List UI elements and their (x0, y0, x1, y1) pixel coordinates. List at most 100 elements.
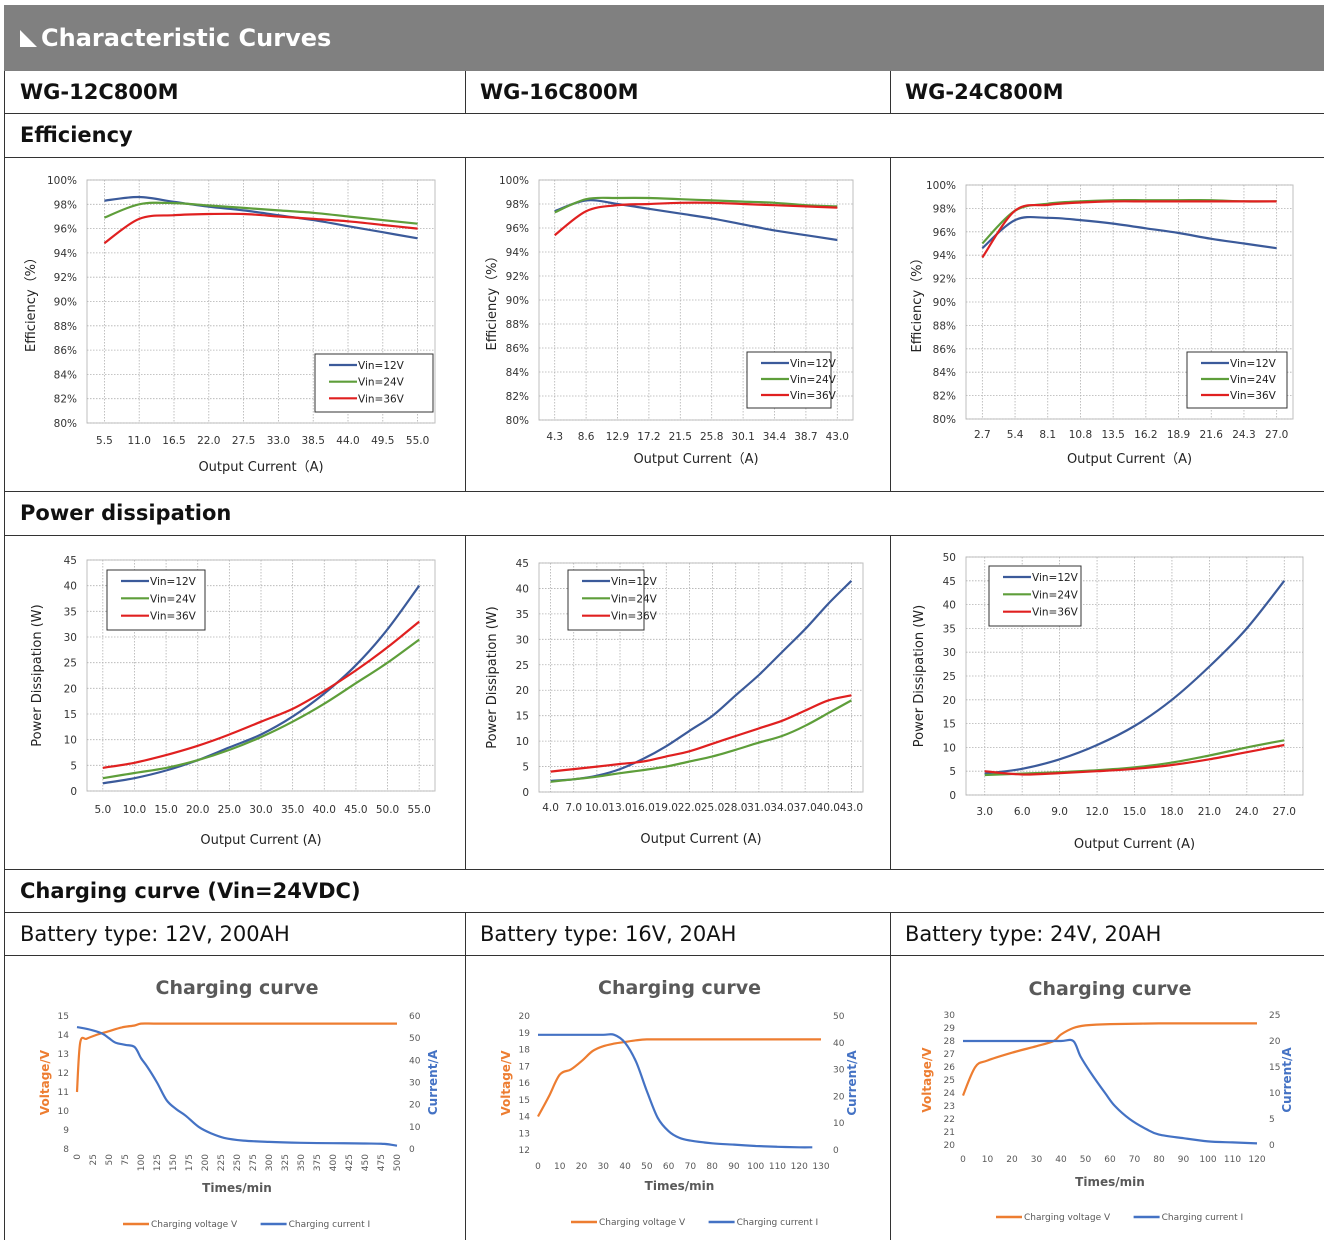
dissipation-title-row: Power dissipation (5, 492, 1324, 536)
x-tick-label: 70 (1129, 1155, 1141, 1165)
x-tick-label: 60 (663, 1162, 675, 1172)
x-tick-label: 6.0 (1014, 806, 1031, 818)
y2-tick-label: 20 (833, 1092, 845, 1102)
x-tick-label: 0 (960, 1155, 966, 1165)
x-axis-label: Times/min (1075, 1175, 1145, 1189)
y-tick-label: 92% (54, 272, 77, 284)
x-tick-label: 400 (329, 1154, 339, 1171)
y2-tick-label: 10 (1269, 1089, 1281, 1099)
chart-title: Charging curve (1029, 978, 1192, 1000)
legend-label: Charging voltage V (1024, 1213, 1111, 1223)
legend-label: Vin=36V (1230, 390, 1277, 402)
model-2: WG-16C800M (480, 80, 639, 104)
y-tick-label: 20 (943, 695, 956, 707)
x-tick-label: 55.0 (407, 804, 430, 816)
series-line-vin-24v (102, 638, 420, 780)
x-tick-label: 50.0 (376, 804, 399, 816)
legend-label: Vin=36V (358, 393, 405, 405)
y-tick-label: 14 (58, 1031, 70, 1041)
x-tick-label: 30 (598, 1162, 610, 1172)
y-tick-label: 15 (519, 1096, 530, 1106)
x-tick-label: 0 (73, 1154, 83, 1160)
y2-tick-label: 40 (833, 1039, 845, 1049)
x-tick-label: 18.0 (1160, 806, 1183, 818)
legend-label: Vin=36V (1032, 607, 1079, 619)
y-tick-label: 25 (944, 1076, 955, 1086)
y-tick-label: 80% (933, 414, 956, 426)
legend-box (106, 569, 206, 631)
x-tick-label: 250 (233, 1154, 243, 1171)
y2-tick-label: 30 (833, 1066, 845, 1076)
y-tick-label: 80% (54, 418, 77, 430)
x-tick-label: 8.6 (578, 431, 595, 443)
x-tick-label: 31.0 (747, 802, 770, 814)
y-tick-label: 5 (949, 766, 956, 778)
x-axis-label: Times/min (645, 1179, 715, 1193)
x-tick-label: 125 (153, 1154, 163, 1171)
y-tick-label: 8 (63, 1145, 69, 1155)
efficiency-chart-1: 80% 82% 84% 86% 88% 90% 92% 94% 96% 98% 100% 5.5 11.… (24, 175, 436, 475)
y-tick-label: 21 (944, 1128, 955, 1138)
x-tick-label: 90 (1178, 1155, 1190, 1165)
y-tick-label: 92% (506, 271, 529, 283)
charging-chart-2: Charging curve 12 13 14 15 16 17 18 19 20 0 10 20 30 4… (499, 977, 859, 1228)
series-line-vin-12v (102, 585, 421, 785)
y-tick-label: 96% (506, 223, 529, 235)
battery-type-2: Battery type: 16V, 20AH (480, 922, 737, 946)
legend-label: Vin=12V (358, 360, 405, 372)
x-tick-label: 25.0 (701, 802, 724, 814)
series-line-vin-12v (984, 580, 1286, 775)
x-tick-label: 80 (706, 1162, 718, 1172)
y2-tick-label: 0 (409, 1145, 415, 1155)
y2-tick-label: 50 (409, 1034, 421, 1044)
y-axis-label: Voltage/V (920, 1047, 934, 1113)
x-tick-label: 300 (265, 1154, 275, 1171)
y-tick-label: 11 (58, 1088, 69, 1098)
legend-label: Vin=12V (790, 358, 837, 370)
legend-label: Vin=12V (611, 576, 658, 588)
x-tick-label: 100 (747, 1162, 764, 1172)
y2-tick-label: 15 (1269, 1063, 1280, 1073)
series-line-voltage (961, 1022, 1257, 1097)
x-axis-label: Output Current（A) (1067, 452, 1192, 467)
x-tick-label: 3.0 (976, 806, 993, 818)
y-tick-label: 9 (63, 1126, 69, 1136)
legend-label: Charging voltage V (151, 1220, 238, 1230)
x-tick-label: 34.4 (763, 431, 787, 443)
x-tick-label: 21.0 (1198, 806, 1221, 818)
efficiency-charts-row: 80% 82% 84% 86% 88% 90% 92% 94% 96% 98% 100% 5.5 11.… (5, 158, 1324, 492)
y-tick-label: 12 (519, 1146, 530, 1156)
x-tick-label: 21.6 (1200, 429, 1224, 441)
y-tick-label: 98% (54, 199, 77, 211)
y-tick-label: 26 (944, 1063, 956, 1073)
x-tick-label: 500 (393, 1154, 403, 1171)
y2-tick-label: 20 (409, 1101, 421, 1111)
y-tick-label: 20 (944, 1141, 956, 1151)
legend-box (314, 353, 434, 413)
y-tick-label: 35 (943, 623, 956, 635)
x-tick-label: 425 (345, 1154, 355, 1171)
y-tick-label: 27 (944, 1050, 955, 1060)
x-tick-label: 70 (685, 1162, 697, 1172)
x-tick-label: 27.0 (1273, 806, 1296, 818)
x-axis-label: Output Current (A) (640, 832, 761, 847)
y-tick-label: 5 (70, 760, 77, 772)
page: Characteristic Curves WG-12C800M WG-16C8… (4, 5, 1324, 1240)
battery-type-row: Battery type: 12V, 200AH Battery type: 1… (5, 913, 1324, 956)
x-tick-label: 475 (377, 1154, 387, 1171)
efficiency-chart-2: 80% 82% 84% 86% 88% 90% 92% 94% 96% 98% 100% 4.3 8.6… (485, 175, 854, 467)
y-tick-label: 84% (506, 367, 529, 379)
x-tick-label: 350 (297, 1154, 307, 1171)
dissipation-chart-2: 0 5 10 15 20 25 30 35 40 45 4.0 7.0 10.0 13.0 16.0 19.0… (485, 558, 864, 847)
y-tick-label: 90% (506, 295, 529, 307)
x-tick-label: 20.0 (186, 804, 209, 816)
y-tick-label: 18 (519, 1046, 531, 1056)
series-line-vin-36v (981, 200, 1277, 259)
y-tick-label: 45 (64, 555, 77, 567)
y-tick-label: 25 (943, 671, 956, 683)
legend-label: Charging current I (737, 1218, 819, 1228)
y-tick-label: 20 (64, 683, 77, 695)
y-axis-label: Power Dissipation (W) (912, 605, 927, 747)
x-tick-label: 7.0 (565, 802, 582, 814)
y-tick-label: 94% (933, 250, 956, 262)
